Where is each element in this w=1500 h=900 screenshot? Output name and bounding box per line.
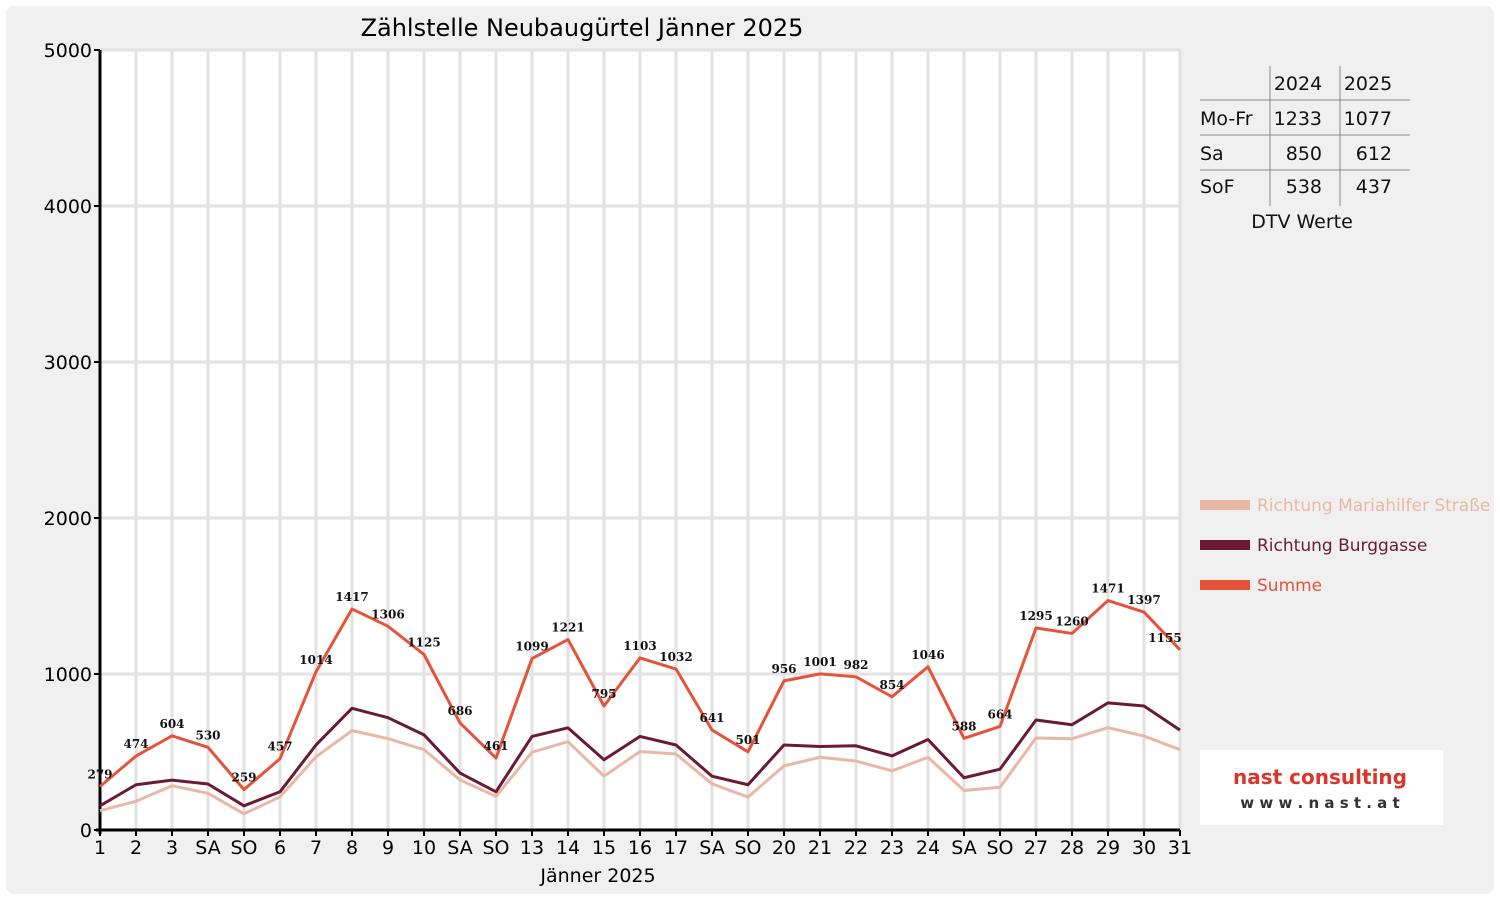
data-label: 604 xyxy=(159,717,184,731)
x-tick-label: 30 xyxy=(1132,837,1156,859)
data-label: 956 xyxy=(771,662,796,676)
data-label: 1471 xyxy=(1091,582,1124,596)
data-label: 259 xyxy=(231,771,256,785)
data-label: 641 xyxy=(699,711,724,725)
data-label: 1103 xyxy=(623,639,656,653)
dtv-cell: 538 xyxy=(1286,176,1322,198)
x-tick-label: 23 xyxy=(880,837,904,859)
data-label: 1046 xyxy=(911,648,944,662)
x-tick-label: 8 xyxy=(346,837,358,859)
legend-label: Richtung Mariahilfer Straße xyxy=(1257,496,1490,516)
data-label: 854 xyxy=(879,678,904,692)
x-tick-label: 27 xyxy=(1024,837,1048,859)
legend-swatch xyxy=(1200,500,1250,510)
y-tick-label: 4000 xyxy=(44,196,92,218)
data-label: 1306 xyxy=(371,607,404,621)
data-label: 664 xyxy=(987,707,1012,721)
x-tick-label: 9 xyxy=(382,837,394,859)
dtv-cell: 1077 xyxy=(1344,108,1392,130)
y-tick-label: 0 xyxy=(80,820,92,842)
series-line-1 xyxy=(99,701,1181,808)
x-tick-label: 16 xyxy=(628,837,652,859)
chart-title: Zählstelle Neubaugürtel Jänner 2025 xyxy=(361,14,804,42)
x-tick-label: 21 xyxy=(808,837,832,859)
logo: nast consulting w w w . n a s t . a t xyxy=(1200,750,1443,825)
x-tick-label: 28 xyxy=(1060,837,1084,859)
data-label: 1014 xyxy=(299,653,332,667)
data-label: 1417 xyxy=(335,590,368,604)
x-tick-label: 29 xyxy=(1096,837,1120,859)
x-tick-label: 6 xyxy=(274,837,286,859)
x-tick-label: 1 xyxy=(94,837,106,859)
data-label: 686 xyxy=(447,704,472,718)
x-axis-label: Jänner 2025 xyxy=(539,865,655,887)
data-label: 1001 xyxy=(803,655,836,669)
dtv-row-label: SoF xyxy=(1200,176,1235,198)
data-label: 530 xyxy=(195,728,220,742)
dtv-row-label: Mo-Fr xyxy=(1200,108,1253,130)
data-label: 982 xyxy=(843,658,868,672)
x-tick-label: 14 xyxy=(556,837,580,859)
data-label: 461 xyxy=(483,739,508,753)
x-tick-label: SO xyxy=(986,837,1013,859)
x-tick-label: SO xyxy=(230,837,257,859)
dtv-col-2024: 2024 xyxy=(1274,73,1322,95)
dtv-caption: DTV Werte xyxy=(1251,211,1353,233)
x-tick-label: SO xyxy=(482,837,509,859)
data-label: 279 xyxy=(87,767,112,781)
data-label: 1155 xyxy=(1148,631,1181,645)
x-tick-label: 3 xyxy=(166,837,178,859)
data-label: 457 xyxy=(267,740,292,754)
data-label: 1099 xyxy=(515,640,548,654)
dtv-cell: 1233 xyxy=(1274,108,1322,130)
dtv-row-label: Sa xyxy=(1200,143,1224,165)
data-label: 1125 xyxy=(407,636,440,650)
data-label: 1032 xyxy=(659,650,692,664)
x-tick-label: SA xyxy=(951,837,976,859)
y-tick-label: 3000 xyxy=(44,352,92,374)
data-label: 1397 xyxy=(1127,593,1160,607)
y-tick-label: 2000 xyxy=(44,508,92,530)
data-label: 1260 xyxy=(1055,614,1088,628)
x-tick-label: 17 xyxy=(664,837,688,859)
legend-swatch xyxy=(1200,540,1250,550)
data-label: 795 xyxy=(591,687,616,701)
dtv-cell: 612 xyxy=(1356,143,1392,165)
data-label: 1295 xyxy=(1019,609,1052,623)
x-tick-label: SA xyxy=(447,837,472,859)
data-label: 474 xyxy=(123,737,148,751)
dtv-cell: 437 xyxy=(1356,176,1392,198)
data-label: 1221 xyxy=(551,621,584,635)
x-tick-label: 20 xyxy=(772,837,796,859)
logo-name: nast consulting xyxy=(1233,765,1407,789)
x-tick-label: 13 xyxy=(520,837,544,859)
legend-label: Summe xyxy=(1257,576,1322,596)
x-tick-label: 10 xyxy=(412,837,436,859)
series-line-0 xyxy=(99,726,1181,816)
data-label: 588 xyxy=(951,719,976,733)
legend-swatch xyxy=(1200,580,1250,590)
x-tick-label: 31 xyxy=(1168,837,1192,859)
x-tick-label: 7 xyxy=(310,837,322,859)
x-tick-label: SO xyxy=(734,837,761,859)
y-tick-label: 5000 xyxy=(44,40,92,62)
legend-label: Richtung Burggasse xyxy=(1257,536,1427,556)
x-tick-label: 2 xyxy=(130,837,142,859)
dtv-table: 2024 2025 Mo-Fr 1233 1077 Sa 850 612 SoF… xyxy=(1200,66,1410,233)
x-tick-label: 15 xyxy=(592,837,616,859)
y-tick-label: 1000 xyxy=(44,664,92,686)
dtv-cell: 850 xyxy=(1286,143,1322,165)
data-label: 501 xyxy=(735,733,760,747)
dtv-col-2025: 2025 xyxy=(1344,73,1392,95)
x-tick-label: 24 xyxy=(916,837,940,859)
x-tick-label: SA xyxy=(195,837,220,859)
x-tick-label: 22 xyxy=(844,837,868,859)
logo-url: w w w . n a s t . a t xyxy=(1240,794,1399,812)
series-line-2 xyxy=(99,599,1182,792)
x-tick-label: SA xyxy=(699,837,724,859)
